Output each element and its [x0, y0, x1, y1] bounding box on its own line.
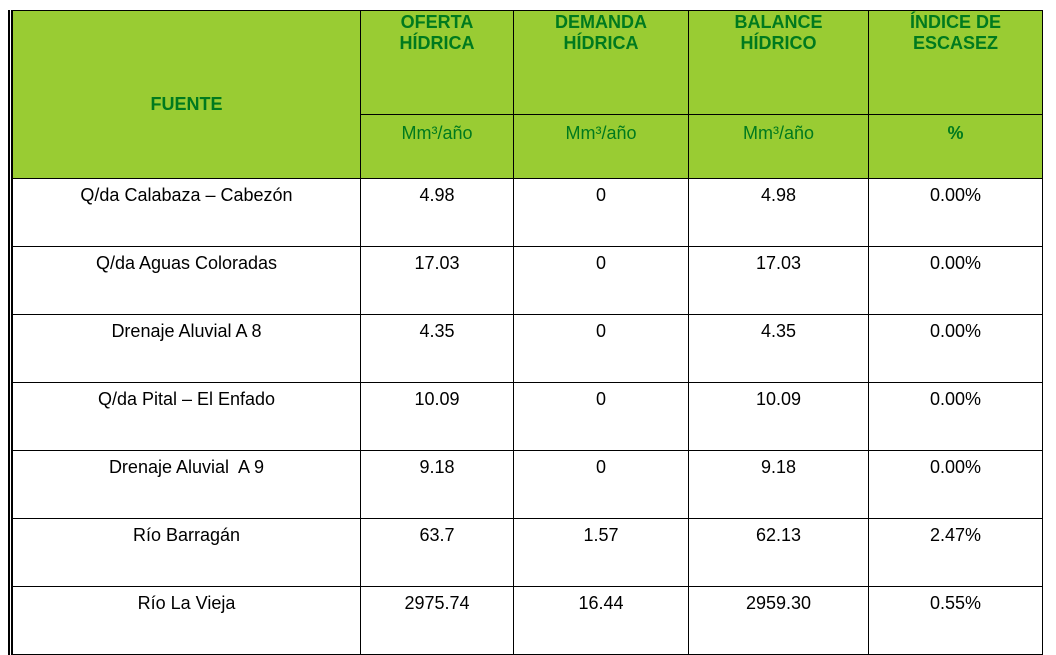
data-cell: Drenaje Aluvial A 8 [10, 314, 361, 383]
column-header: DEMANDA HÍDRICA [513, 10, 689, 115]
data-cell: 4.98 [688, 178, 869, 247]
unit-cell: Mm³/año [360, 114, 514, 179]
data-cell: 0 [513, 314, 689, 383]
data-cell: 0 [513, 246, 689, 315]
page: FUENTE OFERTA HÍDRICA DEMANDA HÍDRICA BALAN… [8, 10, 1043, 655]
data-cell: 0.00% [868, 450, 1043, 519]
data-row: Q/da Calabaza – Cabezón 4.98 0 4.98 0.00% [10, 178, 1043, 247]
data-cell: Q/da Aguas Coloradas [10, 246, 361, 315]
table-body: Q/da Calabaza – Cabezón 4.98 0 4.98 0.00% Q/d… [10, 178, 1043, 655]
data-cell: Río Barragán [10, 518, 361, 587]
data-cell: 0.00% [868, 178, 1043, 247]
data-cell: 62.13 [688, 518, 869, 587]
data-cell: 9.18 [360, 450, 514, 519]
data-cell: 2.47% [868, 518, 1043, 587]
data-cell: 2975.74 [360, 586, 514, 655]
data-cell: 10.09 [688, 382, 869, 451]
water-balance-table: FUENTE OFERTA HÍDRICA DEMANDA HÍDRICA BALAN… [8, 10, 1043, 655]
data-cell: 63.7 [360, 518, 514, 587]
column-header: BALANCE HÍDRICO [688, 10, 869, 115]
data-cell: 0.00% [868, 314, 1043, 383]
table-head: FUENTE OFERTA HÍDRICA DEMANDA HÍDRICA BALAN… [10, 10, 1043, 179]
data-cell: 0 [513, 178, 689, 247]
column-header: FUENTE [10, 10, 361, 179]
table-wrap: FUENTE OFERTA HÍDRICA DEMANDA HÍDRICA BALAN… [8, 10, 1043, 655]
unit-cell: Mm³/año [688, 114, 869, 179]
data-row: Drenaje Aluvial A 9 9.18 0 9.18 0.00% [10, 450, 1043, 519]
data-cell: Drenaje Aluvial A 9 [10, 450, 361, 519]
data-cell: Río La Vieja [10, 586, 361, 655]
data-cell: 9.18 [688, 450, 869, 519]
data-row: Río La Vieja 2975.74 16.44 2959.30 0.55% [10, 586, 1043, 655]
data-cell: 4.98 [360, 178, 514, 247]
data-cell: 0.00% [868, 382, 1043, 451]
data-cell: 0.00% [868, 246, 1043, 315]
data-cell: 1.57 [513, 518, 689, 587]
unit-cell: Mm³/año [513, 114, 689, 179]
data-cell: 10.09 [360, 382, 514, 451]
data-cell: 0 [513, 382, 689, 451]
data-cell: 0 [513, 450, 689, 519]
unit-cell: % [868, 114, 1043, 179]
data-row: Q/da Aguas Coloradas 17.03 0 17.03 0.00% [10, 246, 1043, 315]
column-header: OFERTA HÍDRICA [360, 10, 514, 115]
data-cell: 17.03 [360, 246, 514, 315]
data-row: Drenaje Aluvial A 8 4.35 0 4.35 0.00% [10, 314, 1043, 383]
data-cell: Q/da Calabaza – Cabezón [10, 178, 361, 247]
column-header: ÍNDICE DE ESCASEZ [868, 10, 1043, 115]
header-row: FUENTE OFERTA HÍDRICA DEMANDA HÍDRICA BALAN… [10, 10, 1043, 179]
data-cell: 4.35 [360, 314, 514, 383]
data-cell: 0.55% [868, 586, 1043, 655]
data-row: Q/da Pital – El Enfado 10.09 0 10.09 0.00% [10, 382, 1043, 451]
data-cell: 17.03 [688, 246, 869, 315]
data-cell: 4.35 [688, 314, 869, 383]
data-cell: 2959.30 [688, 586, 869, 655]
units-row: Mm³/año Mm³/año Mm³/año% [11, 114, 1043, 179]
data-cell: 16.44 [513, 586, 689, 655]
data-row: Río Barragán 63.7 1.57 62.13 2.47% [10, 518, 1043, 587]
data-cell: Q/da Pital – El Enfado [10, 382, 361, 451]
